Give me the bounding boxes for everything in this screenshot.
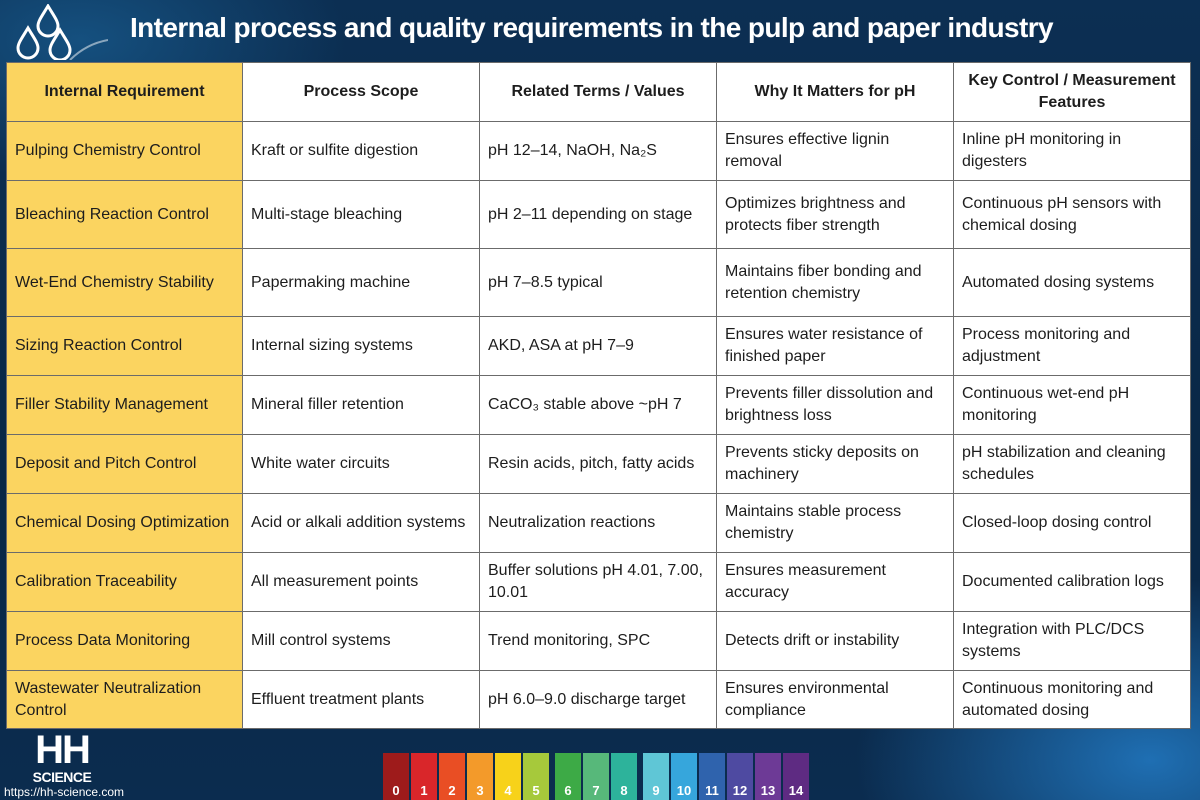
table-cell: CaCO₃ stable above ~pH 7 [479,375,717,435]
table-cell: Multi-stage bleaching [242,180,480,249]
column-header: Related Terms / Values [479,62,717,122]
website-url: https://hh-science.com [4,785,125,799]
column-header: Process Scope [242,62,480,122]
table-cell: pH stabilization and cleaning schedules [953,434,1191,494]
table-cell: Prevents filler dissolution and brightne… [716,375,954,435]
table-cell: Process monitoring and adjustment [953,316,1191,376]
table-cell: Mineral filler retention [242,375,480,435]
ph-scale-segment: 2 [439,753,465,800]
ph-scale-segment: 5 [523,753,549,800]
table-cell: Kraft or sulfite digestion [242,121,480,181]
table-cell: Trend monitoring, SPC [479,611,717,671]
table-cell: Integration with PLC/DCS systems [953,611,1191,671]
table-cell: Inline pH monitoring in digesters [953,121,1191,181]
table-cell: Closed-loop dosing control [953,493,1191,553]
column-header: Key Control / Measurement Features [953,62,1191,122]
table-cell: Ensures environmental compliance [716,670,954,729]
table-cell: pH 7–8.5 typical [479,248,717,317]
water-drops-icon [16,4,108,60]
table-cell: pH 2–11 depending on stage [479,180,717,249]
table-row: Calibration Traceability All measurement… [6,552,1191,612]
table-cell: Automated dosing systems [953,248,1191,317]
table-cell: Deposit and Pitch Control [6,434,243,494]
ph-scale-segment: 13 [755,753,781,800]
ph-scale-segment: 14 [783,753,809,800]
table-cell: All measurement points [242,552,480,612]
table-cell: Calibration Traceability [6,552,243,612]
table-cell: Internal sizing systems [242,316,480,376]
requirements-table: Internal Requirement Process Scope Relat… [6,62,1191,729]
table-cell: White water circuits [242,434,480,494]
ph-scale-segment: 8 [611,753,637,800]
table-cell: Wet-End Chemistry Stability [6,248,243,317]
table-cell: Neutralization reactions [479,493,717,553]
page-title: Internal process and quality requirement… [130,12,1054,43]
ph-scale-segment: 1 [411,753,437,800]
table-cell: Bleaching Reaction Control [6,180,243,249]
table-cell: Process Data Monitoring [6,611,243,671]
table-cell: Pulping Chemistry Control [6,121,243,181]
hh-science-logo: HH SCIENCE [30,730,94,784]
column-header: Internal Requirement [6,62,243,122]
table-row: Pulping Chemistry Control Kraft or sulfi… [6,121,1191,181]
table-cell: pH 6.0–9.0 discharge target [479,670,717,729]
table-cell: Continuous pH sensors with chemical dosi… [953,180,1191,249]
ph-scale-segment: 7 [583,753,609,800]
ph-scale-segment: 11 [699,753,725,800]
ph-scale: 0 1 2 3 4 5 6 7 8 9 10 11 12 13 14 [383,753,811,800]
table-row: Process Data Monitoring Mill control sys… [6,611,1191,671]
ph-scale-segment: 3 [467,753,493,800]
table-cell: Chemical Dosing Optimization [6,493,243,553]
table-row: Chemical Dosing Optimization Acid or alk… [6,493,1191,553]
table-cell: Documented calibration logs [953,552,1191,612]
table-header-row: Internal Requirement Process Scope Relat… [6,62,1191,122]
table-cell: Wastewater Neutralization Control [6,670,243,729]
table-cell: Filler Stability Management [6,375,243,435]
ph-scale-segment: 4 [495,753,521,800]
table-cell: Continuous monitoring and automated dosi… [953,670,1191,729]
ph-scale-segment: 0 [383,753,409,800]
table-cell: Effluent treatment plants [242,670,480,729]
logo-science-text: SCIENCE [32,769,92,785]
ph-scale-segment: 9 [643,753,669,800]
table-cell: Ensures measurement accuracy [716,552,954,612]
table-cell: Ensures water resistance of finished pap… [716,316,954,376]
table-cell: Continuous wet-end pH monitoring [953,375,1191,435]
table-cell: Optimizes brightness and protects fiber … [716,180,954,249]
table-cell: AKD, ASA at pH 7–9 [479,316,717,376]
table-cell: Acid or alkali addition systems [242,493,480,553]
table-cell: Maintains fiber bonding and retention ch… [716,248,954,317]
logo-hh-text: HH [35,728,91,772]
table-cell: Ensures effective lignin removal [716,121,954,181]
table-row: Filler Stability Management Mineral fill… [6,375,1191,435]
table-row: Sizing Reaction Control Internal sizing … [6,316,1191,376]
table-cell: Sizing Reaction Control [6,316,243,376]
table-cell: Maintains stable process chemistry [716,493,954,553]
table-cell: Prevents sticky deposits on machinery [716,434,954,494]
table-row: Bleaching Reaction Control Multi-stage b… [6,180,1191,249]
ph-scale-segment: 6 [555,753,581,800]
table-cell: Resin acids, pitch, fatty acids [479,434,717,494]
table-row: Wastewater Neutralization Control Efflue… [6,670,1191,729]
table-cell: Detects drift or instability [716,611,954,671]
table-row: Wet-End Chemistry Stability Papermaking … [6,248,1191,317]
column-header: Why It Matters for pH [716,62,954,122]
table-cell: Mill control systems [242,611,480,671]
ph-scale-segment: 10 [671,753,697,800]
table-cell: Papermaking machine [242,248,480,317]
ph-scale-segment: 12 [727,753,753,800]
table-cell: pH 12–14, NaOH, Na₂S [479,121,717,181]
table-cell: Buffer solutions pH 4.01, 7.00, 10.01 [479,552,717,612]
table-row: Deposit and Pitch Control White water ci… [6,434,1191,494]
